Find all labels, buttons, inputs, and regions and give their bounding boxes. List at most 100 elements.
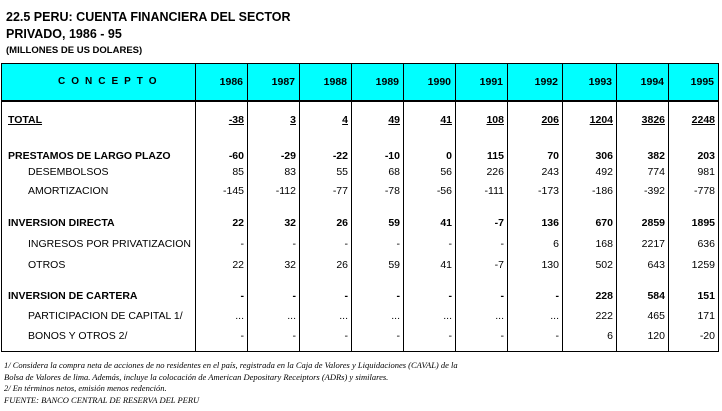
table-cell: 41	[440, 114, 452, 126]
table-header-row: CONCEPTO 1986 1987 1988 1989 1990 1991 1992 199…	[2, 64, 718, 102]
table-cell: -	[555, 330, 560, 342]
year-header: 1991	[455, 64, 507, 100]
table-cell: ...	[235, 310, 244, 322]
table-cell: -	[292, 290, 297, 302]
table-cell: -	[396, 238, 401, 250]
table-cell: 382	[647, 150, 665, 162]
table-cell: 120	[647, 330, 665, 342]
table-cell: -	[500, 290, 505, 302]
table-title-line2: PRIVADO, 1986 - 95	[6, 27, 122, 41]
table-cell: -186	[591, 185, 613, 197]
table-row: OTROS 22 32 26 59 41 -7 130 502 643 1259	[2, 259, 718, 275]
row-label: TOTAL	[8, 114, 43, 126]
table-cell: -77	[332, 185, 348, 197]
table-cell: -20	[699, 330, 715, 342]
column-divider	[455, 102, 456, 351]
table-cell: 32	[284, 217, 296, 229]
table-row: INGRESOS POR PRIVATIZACION - - - - - - 6 168 2217…	[2, 238, 718, 254]
table-cell: 2248	[691, 114, 715, 126]
table-cell: -778	[693, 185, 715, 197]
row-label: DESEMBOLSOS	[28, 166, 109, 178]
table-cell: 306	[595, 150, 613, 162]
table-cell: -	[396, 330, 401, 342]
table-cell: 41	[440, 217, 452, 229]
table-cell: 222	[595, 310, 613, 322]
table-cell: -	[448, 330, 453, 342]
row-label: INGRESOS POR PRIVATIZACION	[28, 238, 191, 250]
table-cell: 6	[607, 330, 613, 342]
table-cell: 636	[697, 238, 715, 250]
table-cell: 243	[541, 166, 559, 178]
row-label: AMORTIZACION	[28, 185, 109, 197]
table-cell: 115	[487, 150, 504, 162]
table-cell: 502	[595, 259, 613, 271]
table-row: BONOS Y OTROS 2/ - - - - - - - 6 120 -20	[2, 330, 718, 346]
footnote-1-line2: Bolsa de Valores de lima. Además, incluy…	[4, 371, 389, 382]
table-cell: -	[344, 330, 349, 342]
table-cell: 203	[697, 150, 715, 162]
table-cell: -	[240, 330, 245, 342]
row-label: INVERSION DE CARTERA	[8, 290, 138, 302]
table-cell: 151	[697, 290, 715, 302]
year-header: 1995	[668, 64, 718, 100]
table-cell: -173	[537, 185, 559, 197]
table-cell: 136	[541, 217, 559, 229]
table-cell: -7	[494, 217, 504, 229]
table-cell: 228	[595, 290, 613, 302]
table-cell: 226	[486, 166, 504, 178]
table-cell: -56	[436, 185, 452, 197]
table-cell: -60	[228, 150, 244, 162]
year-header: 1988	[299, 64, 351, 100]
table-cell: 584	[647, 290, 665, 302]
table-row: INVERSION DE CARTERA - - - - - - - 228 584 151	[2, 290, 718, 306]
table-cell: 465	[647, 310, 665, 322]
table-row: DESEMBOLSOS 85 83 55 68 56 226 243 492 774 981	[2, 166, 718, 182]
table-row: AMORTIZACION -145 -112 -77 -78 -56 -111 -173 -18…	[2, 185, 718, 201]
year-header: 1990	[403, 64, 455, 100]
table-cell: ...	[443, 310, 452, 322]
year-header: 1986	[195, 64, 247, 100]
table-row: PRESTAMOS DE LARGO PLAZO -60 -29 -22 -10 0 115…	[2, 150, 718, 166]
table-cell: -22	[332, 150, 348, 162]
table-cell: 774	[647, 166, 665, 178]
column-divider	[616, 102, 617, 351]
column-divider	[247, 102, 248, 351]
table-cell: 1204	[589, 114, 613, 126]
table-cell: -	[448, 238, 453, 250]
year-header: 1987	[247, 64, 299, 100]
table-cell: ...	[391, 310, 400, 322]
table-cell: 492	[595, 166, 613, 178]
table-cell: 49	[388, 114, 400, 126]
table-cell: -	[292, 330, 297, 342]
table-cell: -10	[384, 150, 400, 162]
table-cell: 56	[440, 166, 452, 178]
table-cell: -	[500, 238, 505, 250]
table-cell: 68	[388, 166, 400, 178]
column-divider	[299, 102, 300, 351]
table-cell: 26	[336, 259, 348, 271]
table-cell: -112	[275, 185, 296, 197]
year-header: 1993	[562, 64, 616, 100]
table-cell: 26	[336, 217, 348, 229]
table-cell: 0	[446, 150, 452, 162]
year-header: 1994	[616, 64, 668, 100]
table-cell: -	[500, 330, 505, 342]
table-cell: 59	[388, 217, 400, 229]
table-cell: -	[396, 290, 401, 302]
table-cell: -38	[228, 114, 244, 126]
table-cell: -	[555, 290, 560, 302]
table-cell: 130	[541, 259, 559, 271]
table-cell: 41	[440, 259, 452, 271]
table-cell: 6	[553, 238, 559, 250]
table-cell: 4	[342, 114, 348, 126]
table-title-line1: 22.5 PERU: CUENTA FINANCIERA DEL SECTOR	[6, 10, 291, 24]
table-cell: 85	[232, 166, 244, 178]
table-row: TOTAL -38 3 4 49 41 108 206 1204 3826 2248	[2, 114, 718, 130]
table-cell: 206	[541, 114, 559, 126]
source-note: FUENTE: BANCO CENTRAL DE RESERVA DEL PER…	[4, 394, 200, 405]
table-cell: 168	[595, 238, 613, 250]
table-cell: 981	[697, 166, 715, 178]
table-cell: -29	[280, 150, 296, 162]
table-cell: 171	[697, 310, 715, 322]
table-cell: 643	[647, 259, 665, 271]
